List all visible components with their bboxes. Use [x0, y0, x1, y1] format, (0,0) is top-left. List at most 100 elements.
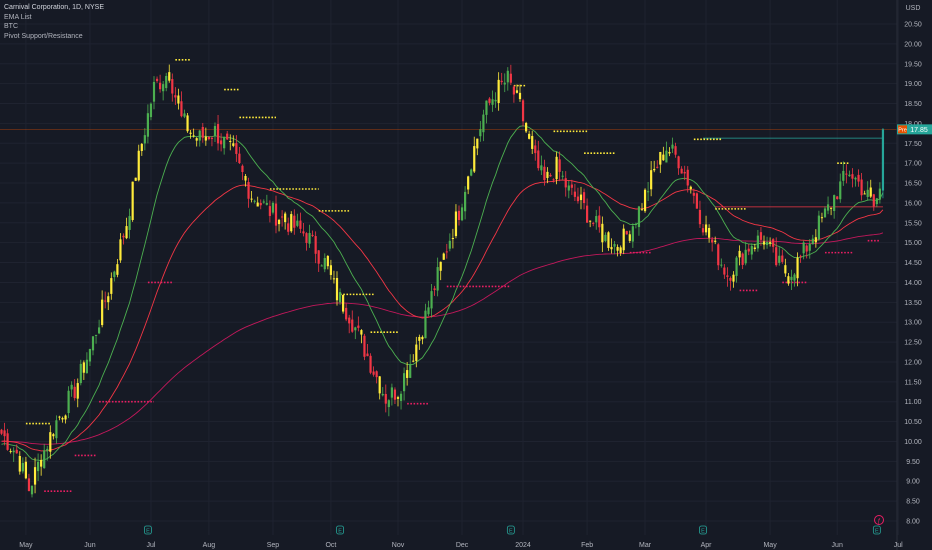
candle-body	[772, 239, 775, 247]
earnings-icon	[506, 525, 515, 535]
y-tick-label: 15.00	[904, 240, 922, 247]
candle-body	[525, 122, 528, 132]
candle-body	[378, 376, 381, 394]
candle-body	[162, 84, 165, 92]
candle-body	[445, 251, 448, 253]
candle-body	[207, 136, 210, 140]
candle-body	[537, 150, 540, 169]
y-tick-label: 12.50	[904, 340, 922, 347]
candle-body	[101, 299, 104, 326]
candle-body	[830, 207, 833, 209]
y-tick-label: 13.00	[904, 320, 922, 327]
candle-body	[40, 459, 43, 467]
candle-body	[738, 250, 741, 258]
candle-body	[284, 213, 287, 223]
candle-body	[470, 169, 473, 176]
candle-body	[247, 182, 250, 199]
candle-body	[607, 232, 610, 248]
candle-body	[454, 211, 458, 237]
candle-body	[155, 78, 159, 82]
candle-body	[351, 319, 354, 332]
candle-body	[692, 192, 695, 196]
candle-body	[210, 137, 214, 139]
candle-body	[12, 450, 15, 453]
x-tick-label: Jul	[146, 542, 155, 549]
candle-body	[503, 82, 506, 85]
candle-body	[695, 193, 698, 209]
candle-body	[308, 232, 311, 244]
candle-body	[119, 239, 122, 261]
candle-body	[363, 335, 366, 357]
candle-body	[735, 257, 738, 276]
earnings-icon	[143, 525, 152, 535]
indicator-pivot[interactable]: Pivot Support/Resistance	[4, 32, 83, 40]
candle-body	[61, 418, 64, 420]
y-tick-label: 20.50	[904, 22, 922, 29]
indicator-btc[interactable]: BTC	[4, 23, 18, 30]
candle-body	[543, 166, 546, 181]
symbol-title[interactable]: Carnival Corporation, 1D, NYSE	[4, 4, 104, 11]
x-tick-label: Dec	[456, 542, 469, 549]
candle-body	[598, 215, 601, 228]
candle-body	[302, 231, 305, 234]
candle-body	[881, 129, 885, 191]
candle-body	[250, 198, 253, 200]
candle-body	[412, 360, 415, 362]
candle-body	[625, 231, 628, 235]
candle-body	[110, 278, 113, 294]
candle-body	[30, 485, 34, 495]
candle-body	[650, 170, 653, 190]
earnings-letter: E	[146, 529, 150, 535]
candle-body	[485, 100, 488, 115]
candle-body	[64, 415, 67, 420]
candle-body	[192, 135, 195, 137]
candle-body	[271, 202, 275, 213]
y-tick-label: 17.50	[904, 141, 922, 148]
candle-body	[839, 181, 842, 200]
candle-body	[268, 206, 271, 216]
candle-body	[73, 386, 76, 399]
candle-body	[698, 209, 702, 225]
candle-body	[866, 189, 869, 197]
candle-body	[747, 248, 750, 252]
candle-body	[6, 433, 9, 450]
y-tick-label: 14.50	[904, 260, 922, 267]
earnings-icon	[699, 525, 707, 535]
candle-body	[714, 240, 717, 242]
candle-body	[653, 168, 656, 171]
candle-body	[674, 146, 677, 155]
candle-body	[177, 95, 180, 104]
y-tick-label: 14.00	[904, 280, 922, 287]
dividend-icon[interactable]: ƒ	[874, 515, 884, 525]
candle-body	[140, 143, 143, 151]
candle-body	[67, 390, 70, 414]
y-tick-label: 9.50	[906, 459, 920, 466]
candle-body	[396, 397, 400, 399]
candle-body	[442, 253, 445, 260]
candle-body	[262, 201, 265, 203]
pivot-lines	[25, 58, 880, 492]
earnings-icon	[336, 525, 344, 535]
time-axis[interactable]: May Jun Jul Aug Sep Oct Nov Dec 2024 Feb Mar Apr May…	[19, 542, 903, 549]
candle-body	[875, 198, 878, 205]
candle-body	[573, 191, 576, 197]
candle-body	[656, 166, 659, 168]
candle-body	[704, 224, 708, 233]
candle-body	[168, 72, 171, 81]
candle-body	[403, 373, 406, 392]
candle-body	[820, 217, 824, 219]
svg-text:ƒ: ƒ	[877, 519, 880, 525]
candle-body	[0, 429, 3, 434]
indicator-ema-list[interactable]: EMA List	[4, 13, 32, 21]
candle-body	[732, 274, 735, 282]
earnings-letter: E	[701, 529, 705, 535]
candle-body	[631, 226, 634, 242]
candle-body	[775, 247, 778, 266]
candle-body	[79, 363, 82, 384]
y-tick-label: 10.50	[904, 419, 922, 426]
candle-body	[570, 184, 573, 188]
candle-body	[613, 244, 616, 247]
candle-body	[320, 265, 323, 267]
candle-body	[836, 196, 839, 200]
